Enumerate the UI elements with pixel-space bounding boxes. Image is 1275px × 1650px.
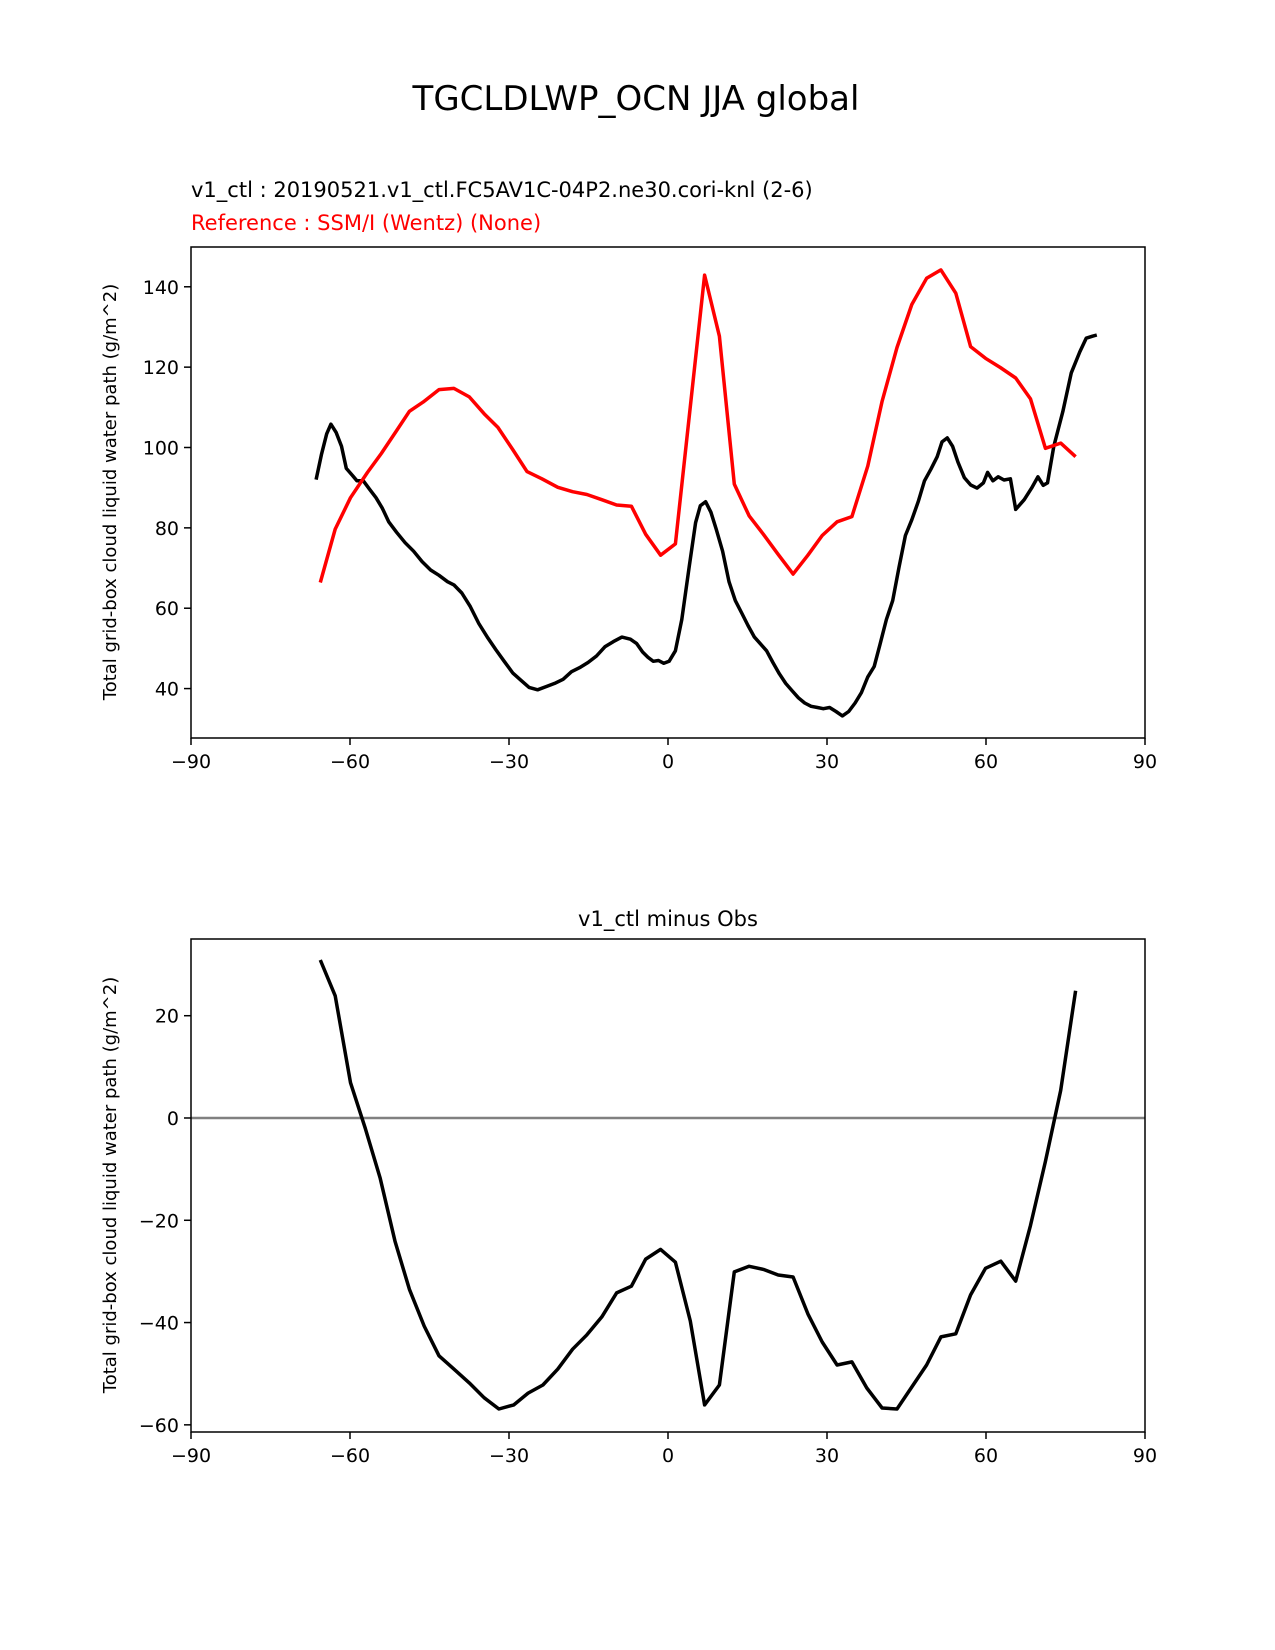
subtitle-reference: Reference : SSM/I (Wentz) (None) [191,211,541,235]
bottom-axes-frame [190,938,1146,1433]
subtitle-test: v1_ctl : 20190521.v1_ctl.FC5AV1C-04P2.ne… [191,178,813,203]
top-plot: −90 −60 −30 0 30 60 90 40 60 80 100 120 140 [143,246,1157,773]
top-series-model-line [314,333,1098,718]
top-x-tick-label: −60 [330,751,370,773]
bottom-y-tick-label: −20 [139,1210,179,1232]
top-y-tick-label: 80 [155,518,179,540]
bottom-y-tick-label: 0 [167,1108,179,1130]
bottom-y-axis-label: Total grid-box cloud liquid water path (… [100,977,121,1394]
top-x-tick-label: 30 [815,751,839,773]
bottom-x-tick-label: 0 [662,1445,674,1467]
bottom-plot-title: v1_ctl minus Obs [578,907,758,932]
top-x-tick-label: 60 [974,751,998,773]
top-y-tick-label: 120 [143,357,179,379]
bottom-series-model-line [318,959,1078,1411]
bottom-y-tick-label: −60 [139,1415,179,1437]
bottom-plot: −90 −60 −30 0 30 60 90 −60 −40 −20 0 20 [139,938,1157,1467]
bottom-x-tick-label: −30 [489,1445,529,1467]
bottom-x-tick-label: 30 [815,1445,839,1467]
top-y-tick-label: 60 [155,598,179,620]
top-y-tick-label: 40 [155,679,179,701]
top-y-tick-label: 140 [143,277,179,299]
bottom-x-tick-label: 60 [974,1445,998,1467]
top-axes-frame [190,246,1146,739]
bottom-y-tick-label: −40 [139,1313,179,1335]
figure-title: TGCLDLWP_OCN JJA global [412,79,860,119]
top-series-reference-line [318,268,1077,583]
bottom-x-tick-label: −90 [171,1445,211,1467]
top-x-tick-label: −90 [171,751,211,773]
top-x-tick-label: 90 [1133,751,1157,773]
bottom-x-tick-label: −60 [330,1445,370,1467]
top-x-tick-label: 0 [662,751,674,773]
bottom-y-tick-label: 20 [155,1006,179,1028]
top-y-axis-label: Total grid-box cloud liquid water path (… [100,284,121,701]
top-x-tick-label: −30 [489,751,529,773]
bottom-x-tick-label: 90 [1133,1445,1157,1467]
top-y-tick-label: 100 [143,437,179,459]
